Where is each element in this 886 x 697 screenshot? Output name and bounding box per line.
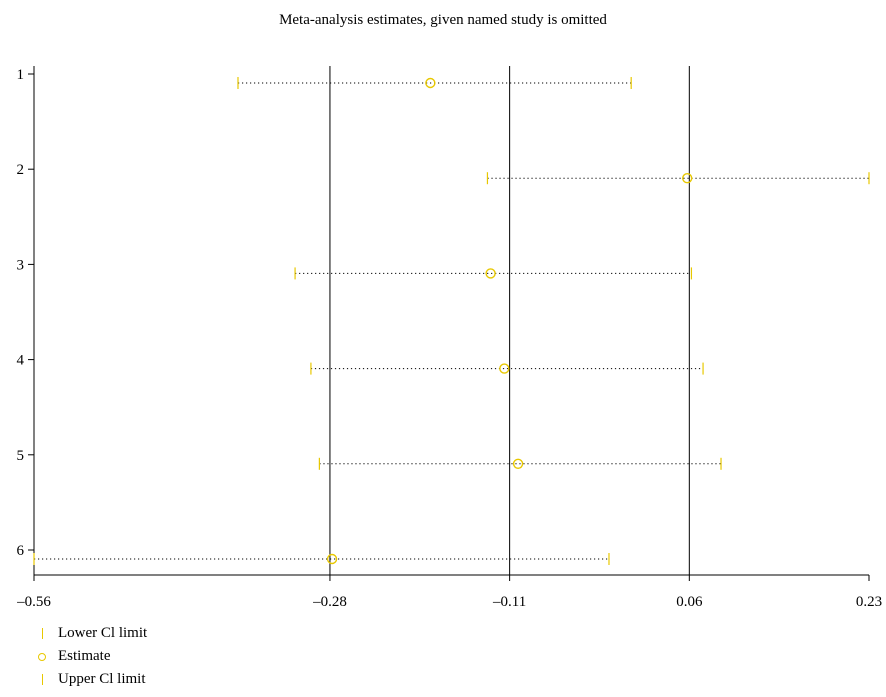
estimate-marker bbox=[499, 363, 510, 374]
legend-label-upper-ci: Upper Cl limit bbox=[58, 671, 146, 687]
study-label: 4 bbox=[17, 353, 25, 369]
legend: Lower Cl limit Estimate Upper Cl limit bbox=[34, 622, 147, 691]
study-label: 5 bbox=[17, 448, 25, 464]
legend-item-lower-ci: Lower Cl limit bbox=[34, 622, 147, 645]
study-label: 1 bbox=[17, 67, 25, 83]
legend-item-estimate: Estimate bbox=[34, 645, 147, 668]
upper-ci-marker-icon bbox=[34, 674, 50, 685]
x-tick-label: –0.28 bbox=[312, 594, 347, 610]
x-tick-label: –0.11 bbox=[492, 594, 526, 610]
study-label: 2 bbox=[17, 162, 25, 178]
estimate-marker bbox=[485, 268, 496, 279]
x-tick-label: 0.06 bbox=[676, 594, 703, 610]
x-tick-label: 0.23 bbox=[856, 594, 882, 610]
lower-ci-marker-icon bbox=[34, 628, 50, 639]
estimate-marker-icon bbox=[34, 652, 50, 661]
estimate-marker bbox=[512, 458, 524, 469]
legend-item-upper-ci: Upper Cl limit bbox=[34, 668, 147, 691]
x-tick-label: –0.56 bbox=[16, 594, 51, 610]
study-label: 3 bbox=[17, 257, 25, 273]
chart-title: Meta-analysis estimates, given named stu… bbox=[279, 12, 607, 28]
legend-label-estimate: Estimate bbox=[58, 648, 111, 664]
study-label: 6 bbox=[17, 543, 25, 559]
estimate-marker bbox=[425, 77, 436, 89]
estimate-marker bbox=[682, 172, 693, 184]
estimate-marker bbox=[326, 553, 338, 565]
legend-label-lower-ci: Lower Cl limit bbox=[58, 625, 148, 641]
